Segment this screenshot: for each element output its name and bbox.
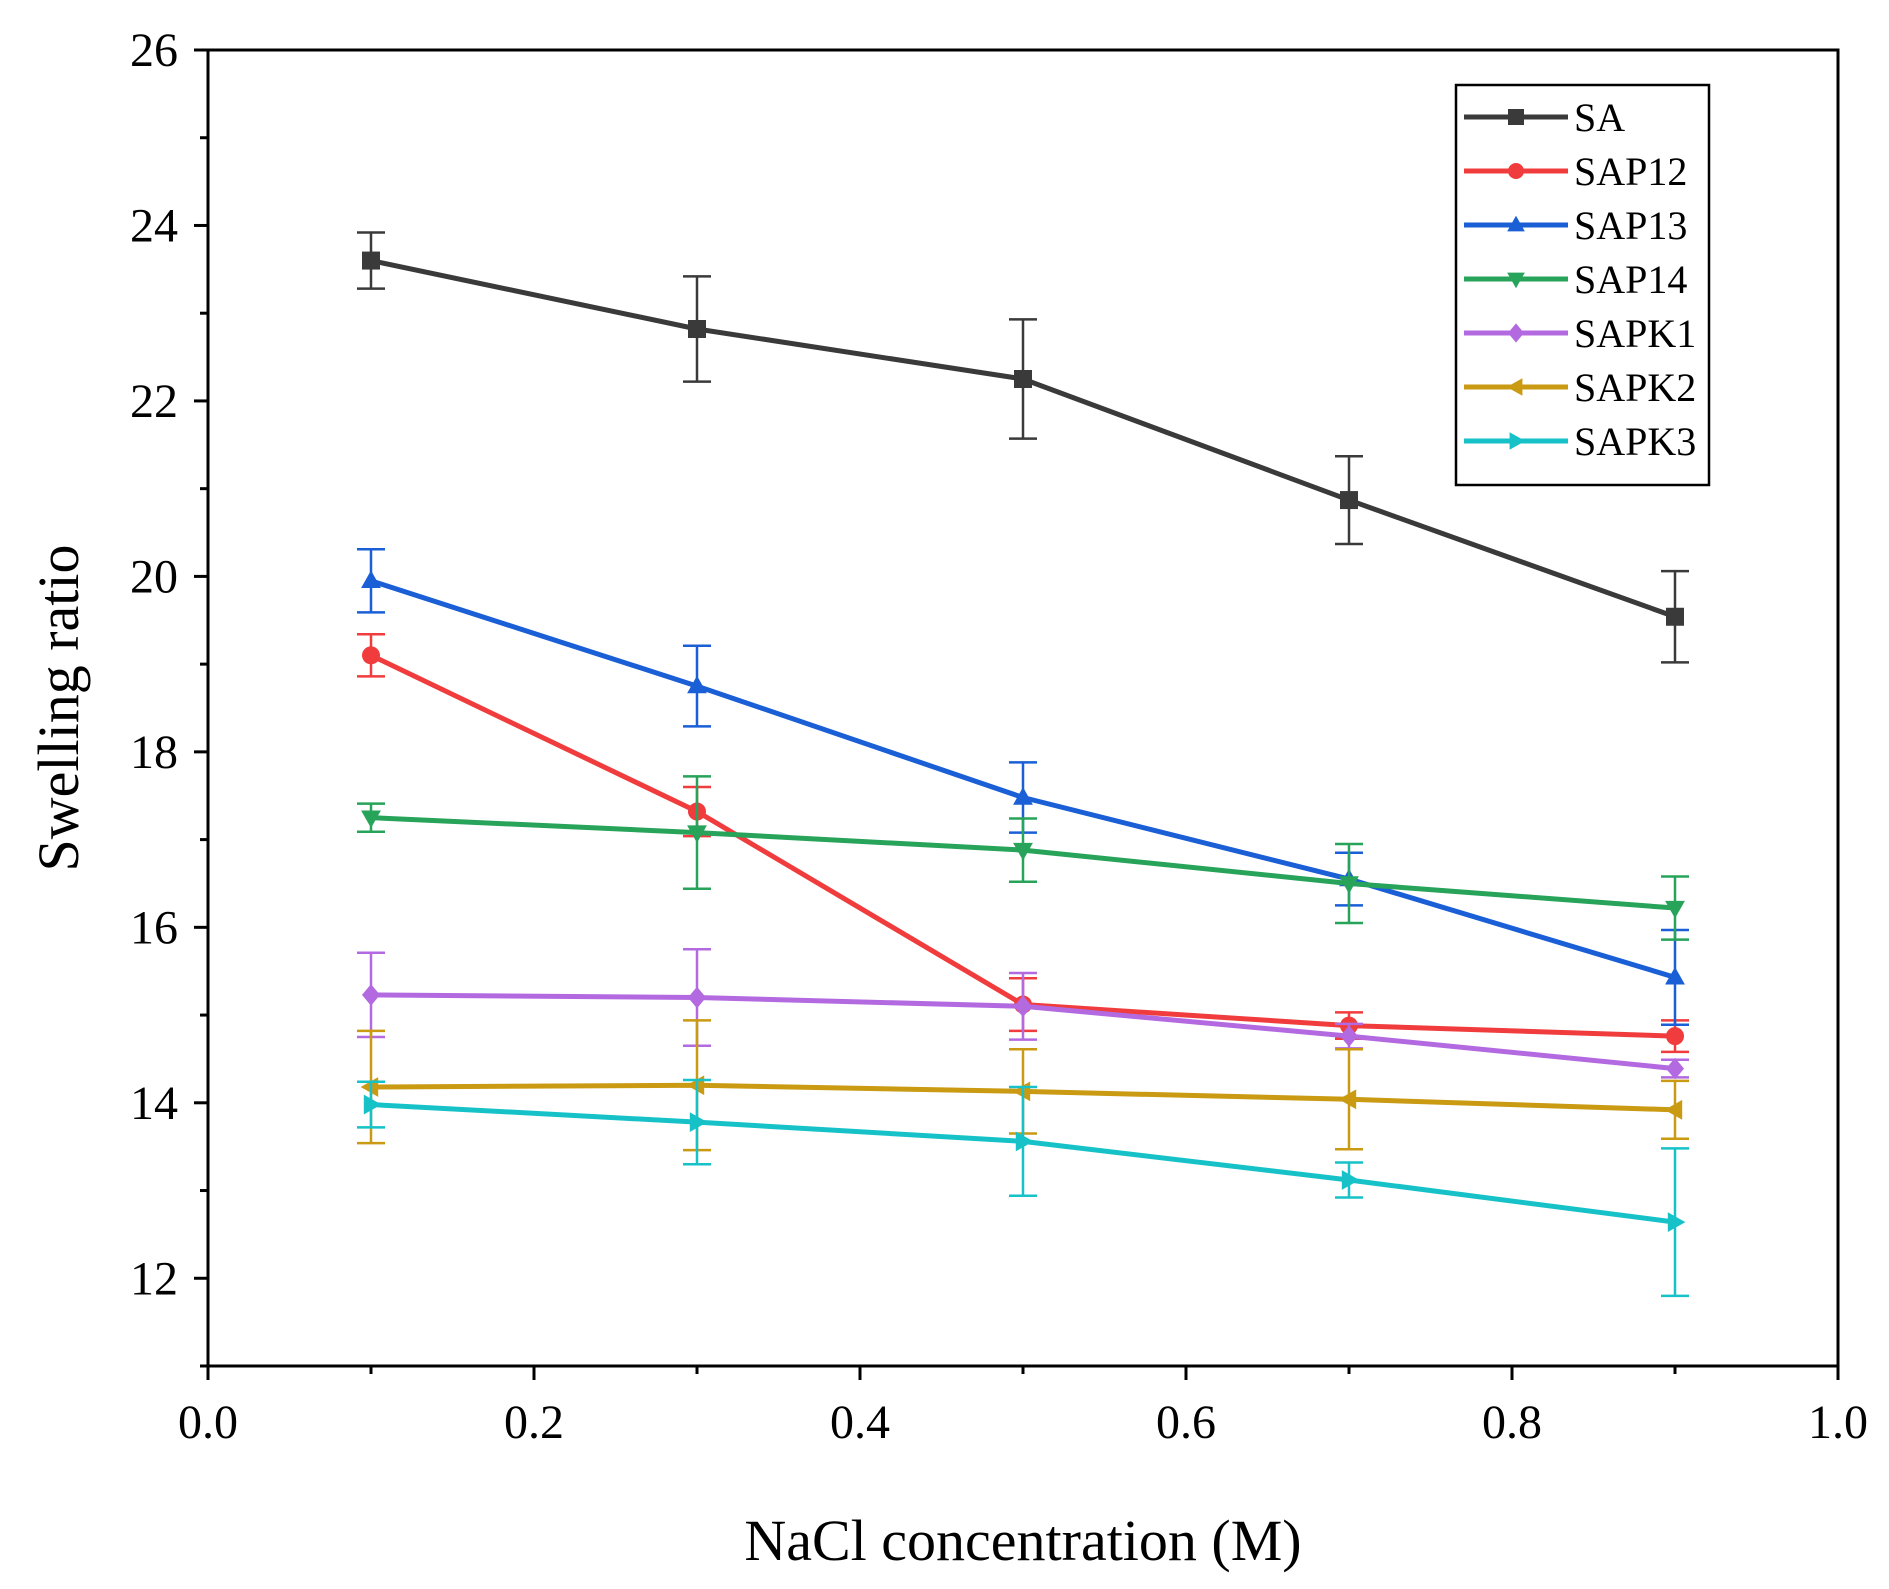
y-tick-label: 14 (130, 1077, 178, 1130)
data-point-sa (1666, 607, 1684, 626)
legend-item-sap13: SAP13 (1464, 203, 1687, 248)
x-axis-title: NaCl concentration (M) (744, 1508, 1301, 1573)
data-point-sap14 (1013, 842, 1033, 861)
legend-marker (1507, 272, 1525, 289)
data-point-sa (362, 251, 380, 270)
data-point-sapk3 (363, 1094, 382, 1115)
legend-item-sa: SA (1464, 95, 1625, 140)
data-point-sapk1 (1666, 1057, 1684, 1080)
x-tick-label: 0.2 (504, 1396, 564, 1449)
legend: SA SAP12 SAP13 SAP14 SAPK1 SAPK2 SAPK3 (1454, 83, 1711, 487)
data-point-sapk1 (1340, 1025, 1358, 1047)
y-tick-label: 24 (130, 199, 178, 252)
data-point-sap12 (1666, 1027, 1684, 1046)
legend-marker (1508, 109, 1524, 125)
series-sapk1 (357, 948, 1689, 1080)
y-tick-label: 12 (130, 1252, 178, 1305)
legend-label: SAPK2 (1574, 365, 1696, 410)
y-tick-label: 22 (130, 375, 178, 428)
legend-item-sapk2: SAPK2 (1464, 365, 1696, 410)
legend-marker (1509, 432, 1526, 450)
legend-label: SAP13 (1574, 203, 1687, 248)
data-point-sapk2 (1664, 1099, 1683, 1120)
data-point-sa (1340, 491, 1358, 510)
legend-item-sapk1: SAPK1 (1464, 311, 1696, 356)
data-point-sapk2 (1338, 1089, 1357, 1110)
legend-marker (1508, 163, 1524, 179)
data-point-sap14 (687, 825, 707, 843)
x-axis: 0.0 0.2 0.4 0.6 0.8 1.0 (178, 1366, 1868, 1449)
data-point-sap14 (1665, 900, 1685, 919)
data-point-sap12 (362, 646, 380, 665)
legend-label: SAP12 (1574, 149, 1687, 194)
legend-label: SA (1574, 95, 1625, 140)
y-tick-label: 20 (130, 550, 178, 603)
y-tick-label: 18 (130, 726, 178, 779)
legend-box (1454, 83, 1711, 487)
data-point-sapk3 (689, 1112, 708, 1133)
data-point-sap13 (1665, 966, 1685, 985)
data-point-sapk1 (1014, 995, 1032, 1018)
legend-label: SAPK1 (1574, 311, 1696, 356)
series-sapk3 (357, 1078, 1689, 1298)
legend-item-sap14: SAP14 (1464, 257, 1687, 302)
series-sa (357, 231, 1689, 664)
legend-marker (1507, 215, 1525, 232)
y-axis: 12 14 16 18 20 22 24 26 (130, 24, 208, 1368)
series-layer (357, 231, 1689, 1298)
data-point-sap14 (361, 810, 381, 829)
data-point-sapk3 (1667, 1212, 1686, 1233)
data-point-sap13 (687, 675, 707, 694)
x-tick-label: 0.4 (830, 1396, 890, 1449)
data-point-sa (688, 319, 706, 338)
x-tick-label: 1.0 (1808, 1396, 1868, 1449)
data-point-sap14 (1339, 876, 1359, 894)
data-point-sa (1014, 370, 1032, 388)
legend-item-sapk3: SAPK3 (1464, 419, 1696, 464)
series-sap14 (357, 775, 1689, 941)
legend-item-sap12: SAP12 (1464, 149, 1687, 194)
data-point-sap13 (361, 570, 381, 588)
legend-label: SAPK3 (1574, 419, 1696, 464)
data-point-sapk1 (688, 986, 706, 1009)
data-point-sap13 (1013, 787, 1033, 805)
x-tick-label: 0.6 (1156, 1396, 1216, 1449)
legend-marker (1506, 378, 1523, 396)
y-axis-title: Swelling ratio (26, 544, 91, 871)
data-point-sapk3 (1341, 1170, 1360, 1190)
x-tick-label: 0.0 (178, 1396, 238, 1449)
data-point-sapk3 (1015, 1131, 1034, 1152)
data-point-sapk1 (362, 984, 380, 1006)
y-tick-label: 16 (130, 901, 178, 954)
legend-label: SAP14 (1574, 257, 1687, 302)
y-tick-label: 26 (130, 24, 178, 77)
x-tick-label: 0.8 (1482, 1396, 1542, 1449)
legend-marker (1508, 323, 1524, 343)
